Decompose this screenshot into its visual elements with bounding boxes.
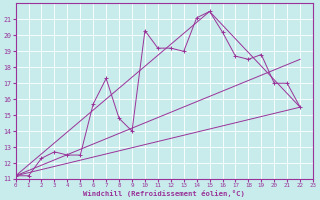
X-axis label: Windchill (Refroidissement éolien,°C): Windchill (Refroidissement éolien,°C) (84, 190, 245, 197)
